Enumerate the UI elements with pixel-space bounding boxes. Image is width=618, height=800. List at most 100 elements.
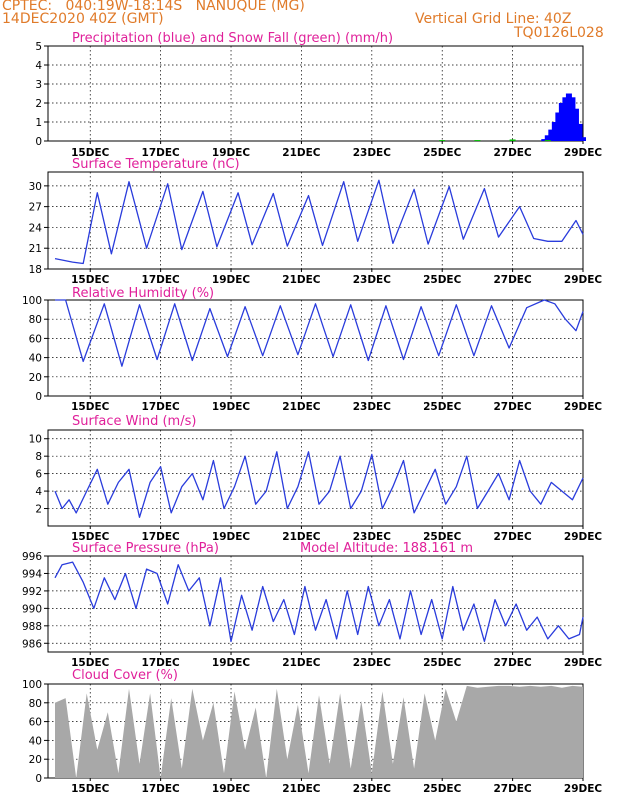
x-tick-label: 17DEC xyxy=(142,531,181,543)
x-tick-label: 29DEC xyxy=(564,531,603,543)
precip-bar xyxy=(555,112,562,141)
precip-bar xyxy=(576,123,583,141)
x-tick-label: 27DEC xyxy=(493,531,532,543)
x-tick-label: 17DEC xyxy=(142,783,181,795)
x-tick-label: 29DEC xyxy=(564,147,603,159)
x-tick-label: 25DEC xyxy=(423,657,462,669)
x-tick-label: 25DEC xyxy=(423,401,462,413)
x-tick-label: 27DEC xyxy=(493,147,532,159)
x-tick-label: 19DEC xyxy=(212,783,251,795)
precip-bar xyxy=(569,97,576,141)
y-tick-label: 60 xyxy=(29,717,42,729)
y-tick-label: 6 xyxy=(35,469,42,481)
x-tick-label: 29DEC xyxy=(564,274,603,286)
y-tick-label: 30 xyxy=(29,181,42,193)
cloud-cover-area xyxy=(55,685,583,778)
y-tick-label: 994 xyxy=(22,568,42,580)
x-tick-label: 17DEC xyxy=(142,401,181,413)
x-tick-label: 21DEC xyxy=(282,401,321,413)
x-tick-label: 15DEC xyxy=(71,657,110,669)
x-tick-label: 25DEC xyxy=(423,531,462,543)
y-tick-label: 40 xyxy=(29,353,42,365)
station-header: CPTEC: 040:19W-18:14S NANUQUE (MG) xyxy=(2,0,305,14)
panel-title: Surface Pressure (hPa) xyxy=(72,541,219,556)
pressure-line xyxy=(54,561,584,643)
rh-line xyxy=(55,299,584,367)
y-tick-label: 992 xyxy=(22,586,42,598)
y-tick-label: 40 xyxy=(29,735,42,747)
panel-frame xyxy=(47,45,584,142)
x-tick-label: 23DEC xyxy=(353,531,392,543)
precip-bar xyxy=(565,93,572,141)
x-tick-label: 17DEC xyxy=(142,147,181,159)
x-tick-label: 23DEC xyxy=(353,783,392,795)
run-date: 14DEC2020 40Z (GMT) xyxy=(2,11,164,27)
y-tick-label: 24 xyxy=(29,222,43,234)
x-tick-label: 23DEC xyxy=(353,401,392,413)
y-tick-label: 20 xyxy=(29,372,42,384)
precip-bar xyxy=(544,140,551,141)
y-tick-label: 1 xyxy=(35,117,42,129)
precip-bar xyxy=(541,139,548,141)
y-tick-label: 0 xyxy=(35,391,42,403)
panel-title: Relative Humidity (%) xyxy=(72,286,214,301)
grid-line-note: Vertical Grid Line: 40Z xyxy=(415,11,572,27)
precip-bar xyxy=(551,122,558,141)
y-tick-label: 80 xyxy=(29,698,42,710)
y-tick-label: 0 xyxy=(35,136,42,148)
y-tick-label: 986 xyxy=(22,638,42,650)
y-tick-label: 100 xyxy=(22,679,42,691)
x-tick-label: 23DEC xyxy=(353,274,392,286)
y-tick-label: 0 xyxy=(35,773,42,785)
panel-frame xyxy=(47,429,584,527)
precip-bar xyxy=(572,108,579,141)
y-tick-label: 18 xyxy=(29,264,42,276)
x-tick-label: 25DEC xyxy=(423,147,462,159)
model-code: TQ0126L028 xyxy=(514,25,604,41)
x-tick-label: 15DEC xyxy=(71,783,110,795)
y-tick-label: 100 xyxy=(22,295,42,307)
x-tick-label: 19DEC xyxy=(212,274,251,286)
y-tick-label: 4 xyxy=(35,486,42,498)
panel-title: Precipitation (blue) and Snow Fall (gree… xyxy=(72,31,393,46)
x-tick-label: 15DEC xyxy=(71,274,110,286)
panel-frame xyxy=(47,555,584,653)
panel-title: Surface Wind (m/s) xyxy=(72,414,196,429)
y-tick-label: 5 xyxy=(35,41,42,53)
x-tick-label: 17DEC xyxy=(142,657,181,669)
y-tick-label: 21 xyxy=(29,243,42,255)
x-tick-label: 15DEC xyxy=(71,147,110,159)
x-tick-label: 21DEC xyxy=(282,531,321,543)
y-tick-label: 80 xyxy=(29,314,42,326)
y-tick-label: 996 xyxy=(22,551,42,563)
x-tick-label: 23DEC xyxy=(353,657,392,669)
x-tick-label: 25DEC xyxy=(423,274,462,286)
panel-title: Surface Temperature (nC) xyxy=(72,157,240,172)
precip-bar xyxy=(474,140,481,141)
panel-title: Cloud Cover (%) xyxy=(72,668,178,683)
x-tick-label: 17DEC xyxy=(142,274,181,286)
x-tick-label: 23DEC xyxy=(353,147,392,159)
y-tick-label: 4 xyxy=(35,60,42,72)
y-tick-label: 990 xyxy=(22,603,42,615)
y-tick-label: 8 xyxy=(35,451,42,463)
x-tick-label: 27DEC xyxy=(493,274,532,286)
precip-bar xyxy=(558,103,565,141)
x-tick-label: 25DEC xyxy=(423,783,462,795)
y-tick-label: 10 xyxy=(29,434,42,446)
temp-line xyxy=(54,179,584,265)
x-tick-label: 21DEC xyxy=(282,783,321,795)
y-tick-label: 60 xyxy=(29,333,42,345)
x-tick-label: 19DEC xyxy=(212,531,251,543)
x-tick-label: 19DEC xyxy=(212,147,251,159)
precip-bar xyxy=(548,129,555,141)
x-tick-label: 27DEC xyxy=(493,401,532,413)
y-tick-label: 2 xyxy=(35,504,42,516)
y-tick-label: 988 xyxy=(22,621,42,633)
panel-frame xyxy=(47,299,584,397)
y-tick-label: 3 xyxy=(35,79,42,91)
x-tick-label: 21DEC xyxy=(282,274,321,286)
x-tick-label: 29DEC xyxy=(564,657,603,669)
